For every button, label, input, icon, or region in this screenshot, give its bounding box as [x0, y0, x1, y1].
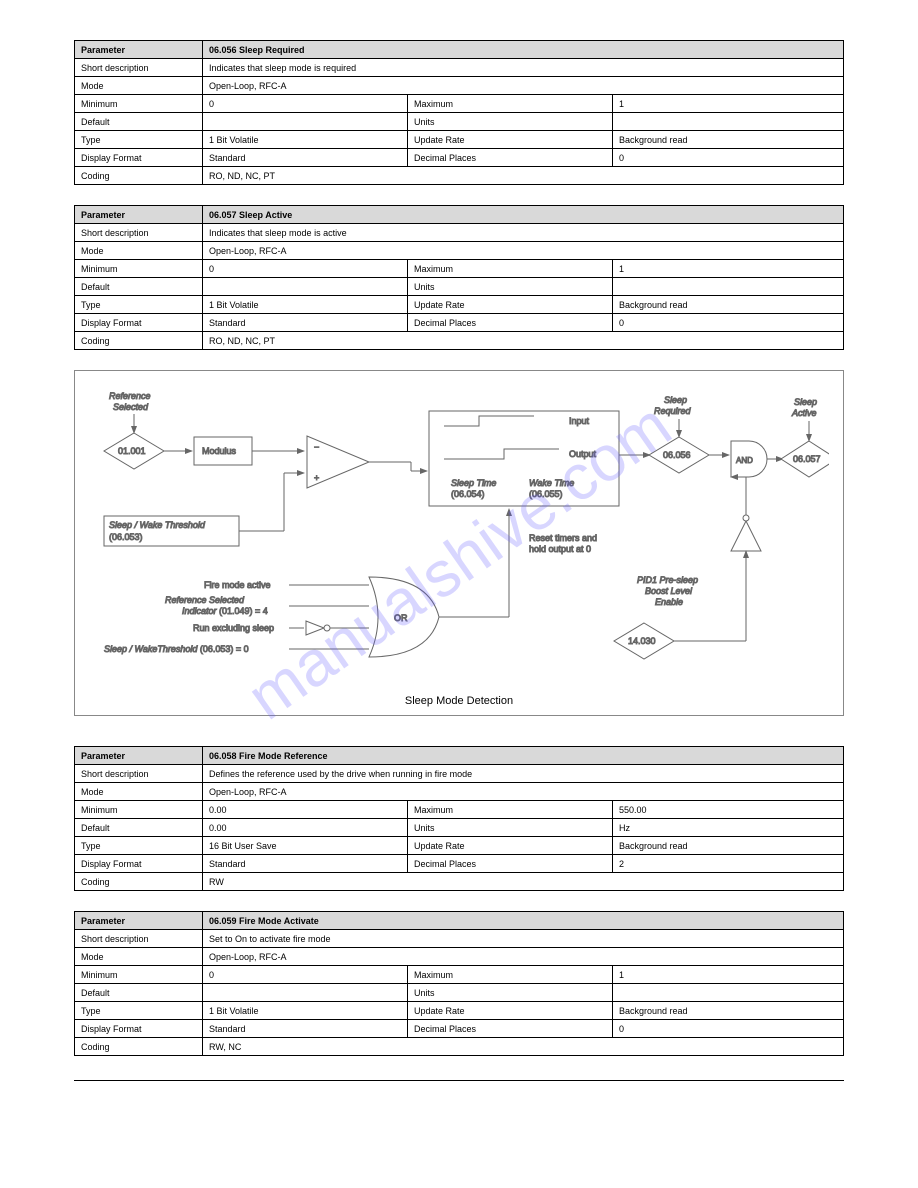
table-row: Type16 Bit User SaveUpdate RateBackgroun…	[75, 837, 844, 855]
table-row: Short descriptionDefines the reference u…	[75, 765, 844, 783]
svg-text:−: −	[314, 442, 319, 452]
svg-text:Indicator (01.049) = 4: Indicator (01.049) = 4	[182, 606, 268, 616]
svg-text:(06.053): (06.053)	[109, 532, 143, 542]
svg-text:PID1 Pre-sleepBoost LevelEnabl: PID1 Pre-sleepBoost LevelEnable	[637, 575, 698, 607]
svg-text:(06.054): (06.054)	[451, 489, 485, 499]
table-row: ModeOpen-Loop, RFC-A	[75, 948, 844, 966]
modulus-block: Modulus	[202, 446, 237, 456]
table-row: Display FormatStandardDecimal Places0	[75, 314, 844, 332]
table-row: ModeOpen-Loop, RFC-A	[75, 783, 844, 801]
table-row: Short descriptionSet to On to activate f…	[75, 930, 844, 948]
table-row: Type1 Bit VolatileUpdate RateBackground …	[75, 1002, 844, 1020]
param-table-06059: Parameter 06.059 Fire Mode Activate Shor…	[74, 911, 844, 1056]
footer-rule	[74, 1080, 844, 1081]
table-header-right: 06.059 Fire Mode Activate	[203, 912, 844, 930]
svg-text:Wake Time: Wake Time	[529, 478, 574, 488]
svg-text:Reference Selected: Reference Selected	[165, 595, 245, 605]
table-row: Display FormatStandardDecimal Places0	[75, 149, 844, 167]
table-row: CodingRW	[75, 873, 844, 891]
run-excl-sleep-label: Run excluding sleep	[193, 623, 274, 633]
table-row: Short descriptionIndicates that sleep mo…	[75, 224, 844, 242]
svg-text:Sleep / Wake Threshold: Sleep / Wake Threshold	[109, 520, 206, 530]
table-row: Minimum0Maximum1	[75, 260, 844, 278]
table-row: Minimum0Maximum1	[75, 95, 844, 113]
table-row: DefaultUnits	[75, 984, 844, 1002]
and-gate-label: AND	[736, 456, 753, 465]
svg-text:SleepRequired: SleepRequired	[654, 395, 692, 416]
table-row: Display FormatStandardDecimal Places0	[75, 1020, 844, 1038]
table-row: Minimum0.00Maximum550.00	[75, 801, 844, 819]
svg-text:Sleep / WakeThreshold (06.053): Sleep / WakeThreshold (06.053) = 0	[104, 644, 249, 654]
table-header-left: Parameter	[75, 41, 203, 59]
svg-text:+: +	[314, 473, 319, 483]
svg-text:ReferenceSelected: ReferenceSelected	[109, 391, 151, 412]
svg-text:Reset timers andhold output at: Reset timers andhold output at 0	[529, 533, 597, 554]
table-header-left: Parameter	[75, 747, 203, 765]
table-row: CodingRO, ND, NC, PT	[75, 167, 844, 185]
table-row: Short descriptionIndicates that sleep mo…	[75, 59, 844, 77]
sleep-mode-diagram: ReferenceSelected 01.001 Modulus Sleep /…	[74, 370, 844, 716]
table-row: DefaultUnits	[75, 113, 844, 131]
table-row: ModeOpen-Loop, RFC-A	[75, 77, 844, 95]
fire-mode-label: Fire mode active	[204, 580, 271, 590]
timer-output-label: Output	[569, 449, 597, 459]
svg-text:Sleep Time: Sleep Time	[451, 478, 496, 488]
table-header-right: 06.056 Sleep Required	[203, 41, 844, 59]
table-row: Minimum0Maximum1	[75, 966, 844, 984]
param-06056: 06.056	[663, 450, 691, 460]
svg-text:SleepActive: SleepActive	[791, 397, 817, 418]
table-row: CodingRW, NC	[75, 1038, 844, 1056]
or-gate-label: OR	[394, 613, 408, 623]
table-row: Type1 Bit VolatileUpdate RateBackground …	[75, 131, 844, 149]
table-row: ModeOpen-Loop, RFC-A	[75, 242, 844, 260]
table-header-right: 06.058 Fire Mode Reference	[203, 747, 844, 765]
table-header-left: Parameter	[75, 912, 203, 930]
table-row: Display FormatStandardDecimal Places2	[75, 855, 844, 873]
table-row: CodingRO, ND, NC, PT	[75, 332, 844, 350]
table-row: Type1 Bit VolatileUpdate RateBackground …	[75, 296, 844, 314]
param-table-06056: Parameter 06.056 Sleep Required Short de…	[74, 40, 844, 185]
table-row: Default0.00UnitsHz	[75, 819, 844, 837]
table-header-left: Parameter	[75, 206, 203, 224]
param-06057: 06.057	[793, 454, 821, 464]
param-01001: 01.001	[118, 446, 146, 456]
svg-text:(06.055): (06.055)	[529, 489, 563, 499]
param-14030: 14.030	[628, 636, 656, 646]
timer-input-label: Input	[569, 416, 590, 426]
param-table-06057: Parameter 06.057 Sleep Active Short desc…	[74, 205, 844, 350]
param-table-06058: Parameter 06.058 Fire Mode Reference Sho…	[74, 746, 844, 891]
table-header-right: 06.057 Sleep Active	[203, 206, 844, 224]
table-row: DefaultUnits	[75, 278, 844, 296]
diagram-caption: Sleep Mode Detection	[87, 695, 831, 707]
